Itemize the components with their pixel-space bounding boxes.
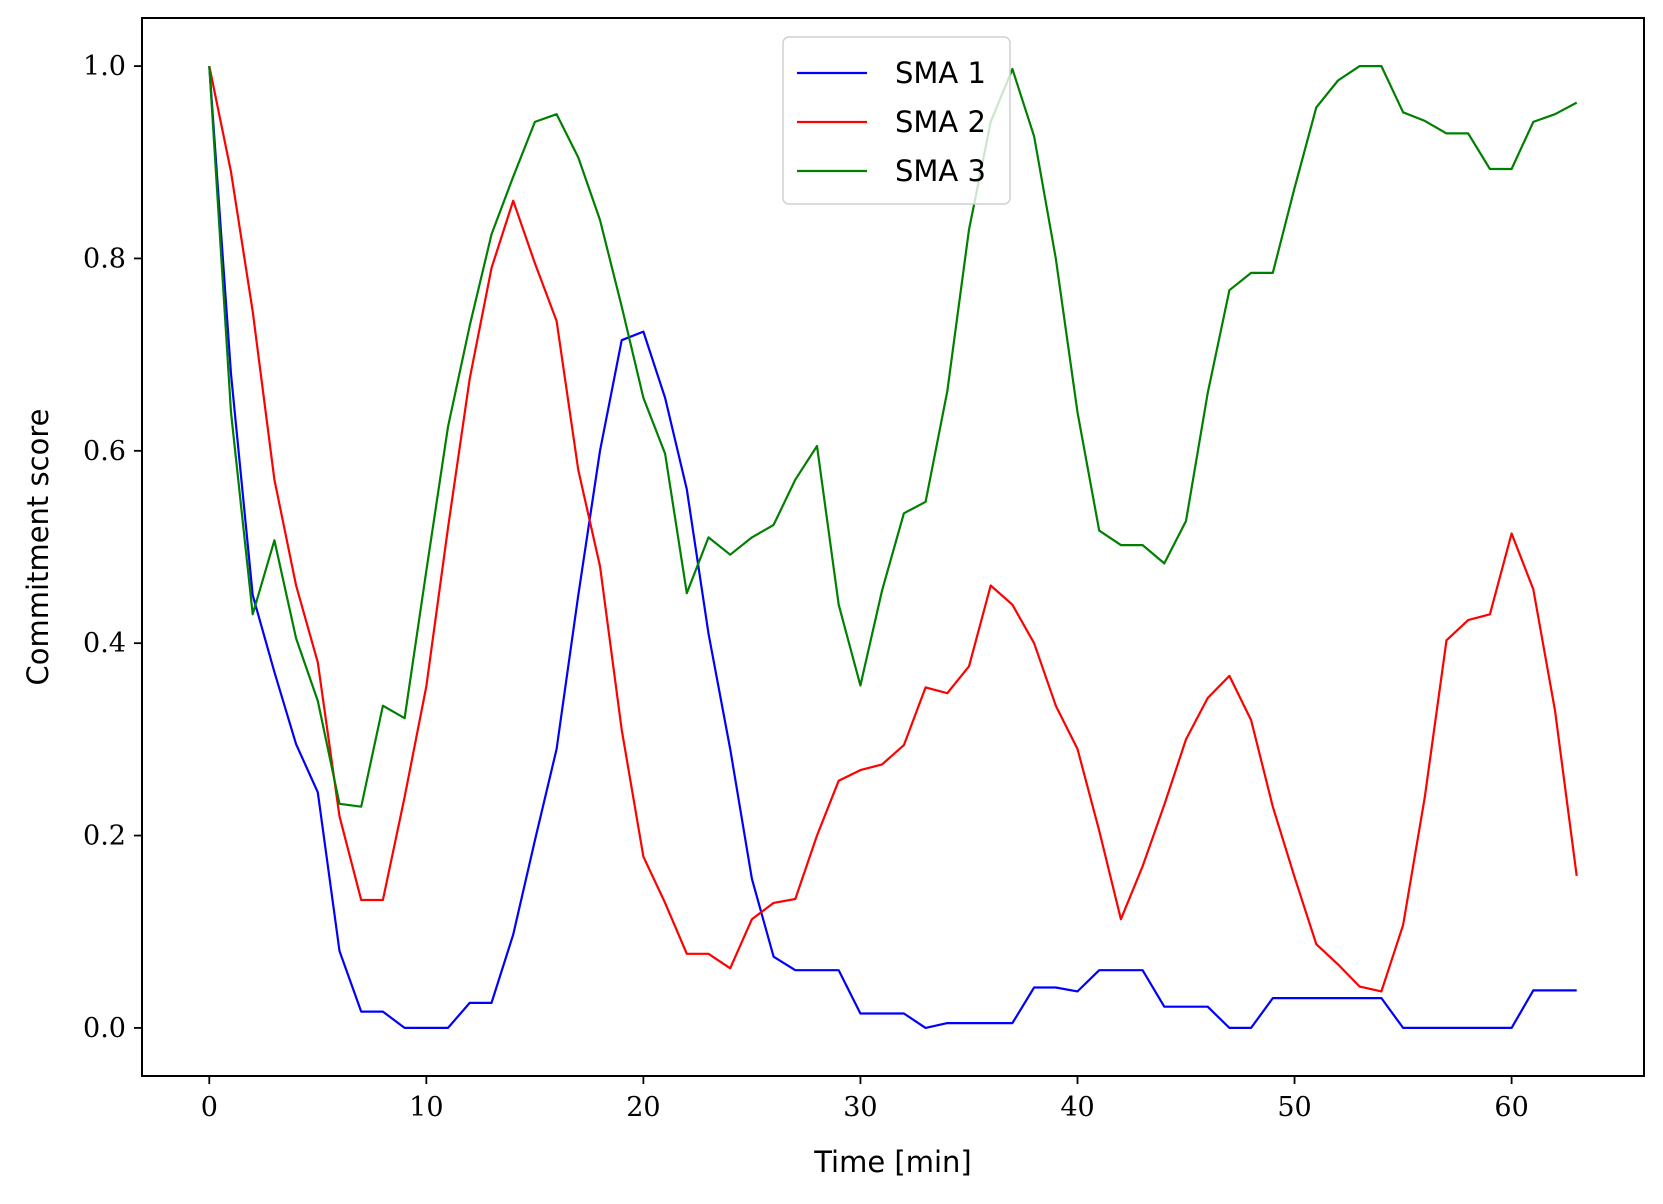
x-tick-label: 50 [1277,1092,1311,1123]
y-tick-label: 0.8 [83,243,126,274]
y-tick-label: 0.4 [83,628,126,659]
y-tick-label: 0.0 [83,1013,126,1044]
x-tick-label: 30 [843,1092,877,1123]
series-line-sma-2 [208,65,1578,993]
x-axis: 0 10 20 30 40 50 60 [201,1076,1529,1123]
legend-box [782,36,1011,205]
x-tick-label: 0 [201,1092,218,1123]
x-tick-label: 60 [1494,1092,1528,1123]
x-tick-label: 40 [1060,1092,1094,1123]
y-tick-label: 0.6 [83,436,126,467]
y-axis: 0.0 0.2 0.4 0.6 0.8 1.0 [83,51,142,1044]
series-line-sma-3 [208,64,1578,808]
y-tick-label: 1.0 [83,51,126,82]
x-tick-label: 10 [409,1092,443,1123]
series-line-sma-1 [208,66,1577,1030]
legend-label-sma-2: SMA 2 [895,105,986,139]
plot-frame [141,17,1645,1077]
y-axis-label: Commitment score [21,409,55,686]
x-axis-label: Time [min] [813,1145,972,1179]
legend-label-sma-1: SMA 1 [895,56,986,90]
legend-label-sma-3: SMA 3 [895,154,986,188]
legend: SMA 1 SMA 2 SMA 3 [782,36,1011,205]
y-tick-label: 0.2 [83,821,126,852]
x-tick-label: 20 [626,1092,660,1123]
series-layer [208,64,1578,1030]
